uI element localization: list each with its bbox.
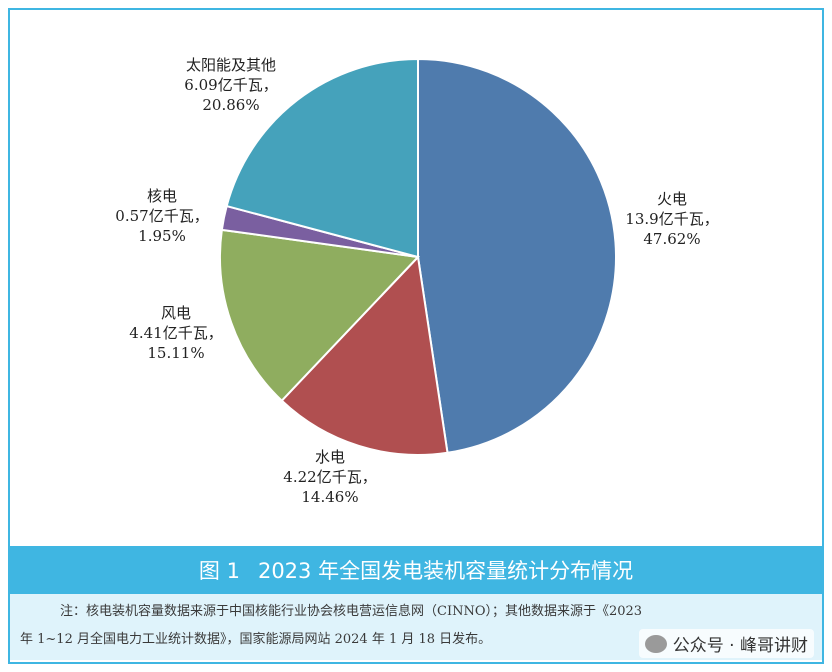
slice-label-4-line-3: 20.86% — [202, 96, 259, 114]
slice-label-3-line-3: 1.95% — [138, 227, 186, 245]
figure-caption: 图 1 2023 年全国发电装机容量统计分布情况 — [10, 546, 822, 594]
slice-label-2-line-1: 风电 — [161, 304, 191, 322]
slice-label-0-line-3: 47.62% — [643, 230, 700, 248]
slice-label-4-line-2: 6.09亿千瓦， — [184, 76, 277, 94]
slice-label-1: 水电 4.22亿千瓦， 14.46% — [283, 448, 376, 506]
slice-label-2: 风电 4.41亿千瓦， 15.11% — [129, 304, 222, 362]
pie-chart: 火电 13.9亿千瓦， 47.62% 水电 4.22亿千瓦， 14.46% 风电 4.41亿千… — [115, 56, 718, 506]
slice-label-2-line-3: 15.11% — [147, 344, 204, 362]
watermark: 公众号 · 峰哥讲财 — [638, 629, 814, 658]
slice-label-3-line-1: 核电 — [147, 187, 177, 205]
slice-label-1-line-3: 14.46% — [301, 488, 358, 506]
caption-figure-number: 图 1 — [198, 559, 240, 583]
slice-label-1-line-2: 4.22亿千瓦， — [283, 468, 376, 486]
slice-label-3: 核电 0.57亿千瓦， 1.95% — [115, 187, 208, 245]
slice-label-0-line-2: 13.9亿千瓦， — [625, 210, 718, 228]
slice-label-0: 火电 13.9亿千瓦， 47.62% — [625, 190, 718, 248]
slice-label-0-line-1: 火电 — [657, 190, 687, 208]
slice-label-2-line-2: 4.41亿千瓦， — [129, 324, 222, 342]
wechat-icon — [644, 634, 667, 653]
pie-slice-0 — [417, 57, 617, 454]
pie-slice-2 — [219, 228, 421, 403]
pie-slice-1 — [280, 254, 449, 456]
slice-label-1-line-1: 水电 — [315, 448, 345, 466]
slice-label-4: 太阳能及其他 6.09亿千瓦， 20.86% — [184, 56, 277, 114]
pie-slice-4 — [225, 57, 419, 259]
note-line-2: 年 1~12 月全国电力工业统计数据》，国家能源局网站 2024 年 1 月 1… — [20, 632, 492, 647]
slice-label-3-line-2: 0.57亿千瓦， — [115, 207, 208, 225]
caption-title: 2023 年全国发电装机容量统计分布情况 — [257, 559, 634, 583]
note-line-1: 注：核电装机容量数据来源于中国核能行业协会核电营运信息网（CINNO）；其他数据… — [60, 604, 643, 619]
slice-label-4-line-1: 太阳能及其他 — [186, 56, 276, 74]
watermark-text: 公众号 · 峰哥讲财 — [672, 636, 808, 656]
